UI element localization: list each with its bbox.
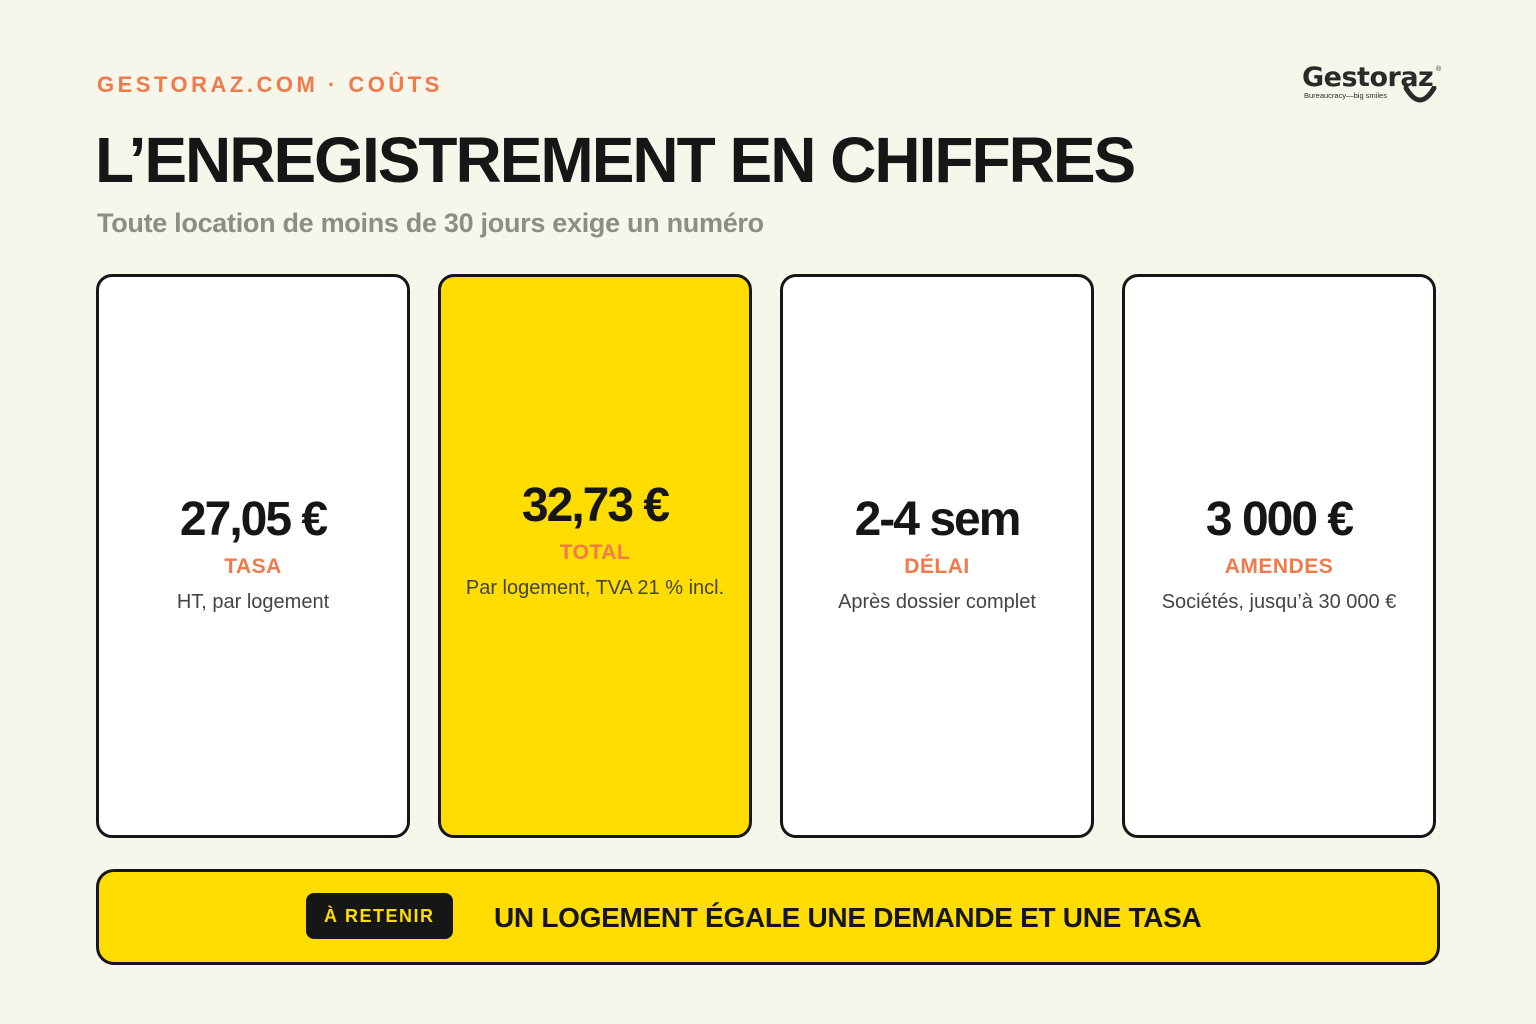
takeaway-text: UN LOGEMENT ÉGALE UNE DEMANDE ET UNE TAS…: [494, 902, 1202, 933]
stat-card-delai: 2-4 sem DÉLAI Après dossier complet: [780, 274, 1094, 838]
stat-card-amendes: 3 000 € AMENDES Sociétés, jusqu’à 30 000…: [1122, 274, 1436, 838]
stat-label: TOTAL: [559, 541, 631, 564]
stat-card-total: 32,73 € TOTAL Par logement, TVA 21 % inc…: [438, 274, 752, 838]
takeaway-tag: À RETENIR: [306, 893, 453, 939]
stat-label: AMENDES: [1224, 555, 1334, 578]
stat-card-tasa: 27,05 € TASA HT, par logement: [96, 274, 410, 838]
stat-value: 27,05 €: [179, 493, 328, 546]
stat-description: HT, par logement: [176, 591, 330, 613]
takeaway-banner: À RETENIR UN LOGEMENT ÉGALE UNE DEMANDE …: [96, 869, 1440, 965]
stat-description: Sociétés, jusqu’à 30 000 €: [1161, 591, 1397, 613]
page-title: L’ENREGISTREMENT EN CHIFFRES: [95, 124, 1136, 196]
brand-logo[interactable]: Gestoraz ® Bureaucracy—big smiles: [1300, 62, 1450, 110]
stat-value: 2-4 sem: [854, 493, 1022, 546]
logo-tagline: Bureaucracy—big smiles: [1304, 91, 1387, 100]
stat-label: TASA: [224, 555, 282, 578]
stat-description: Après dossier complet: [838, 591, 1036, 613]
stat-label: DÉLAI: [904, 555, 970, 578]
logo-registered-mark: ®: [1436, 66, 1442, 73]
stat-value: 32,73 €: [521, 479, 670, 532]
smile-icon: [1403, 86, 1437, 103]
page-subtitle: Toute location de moins de 30 jours exig…: [97, 208, 764, 238]
stat-description: Par logement, TVA 21 % incl.: [465, 577, 725, 599]
logo-wordmark: Gestoraz: [1302, 62, 1434, 93]
eyebrow: GESTORAZ.COM · COÛTS: [97, 72, 443, 97]
stat-value: 3 000 €: [1205, 493, 1354, 546]
